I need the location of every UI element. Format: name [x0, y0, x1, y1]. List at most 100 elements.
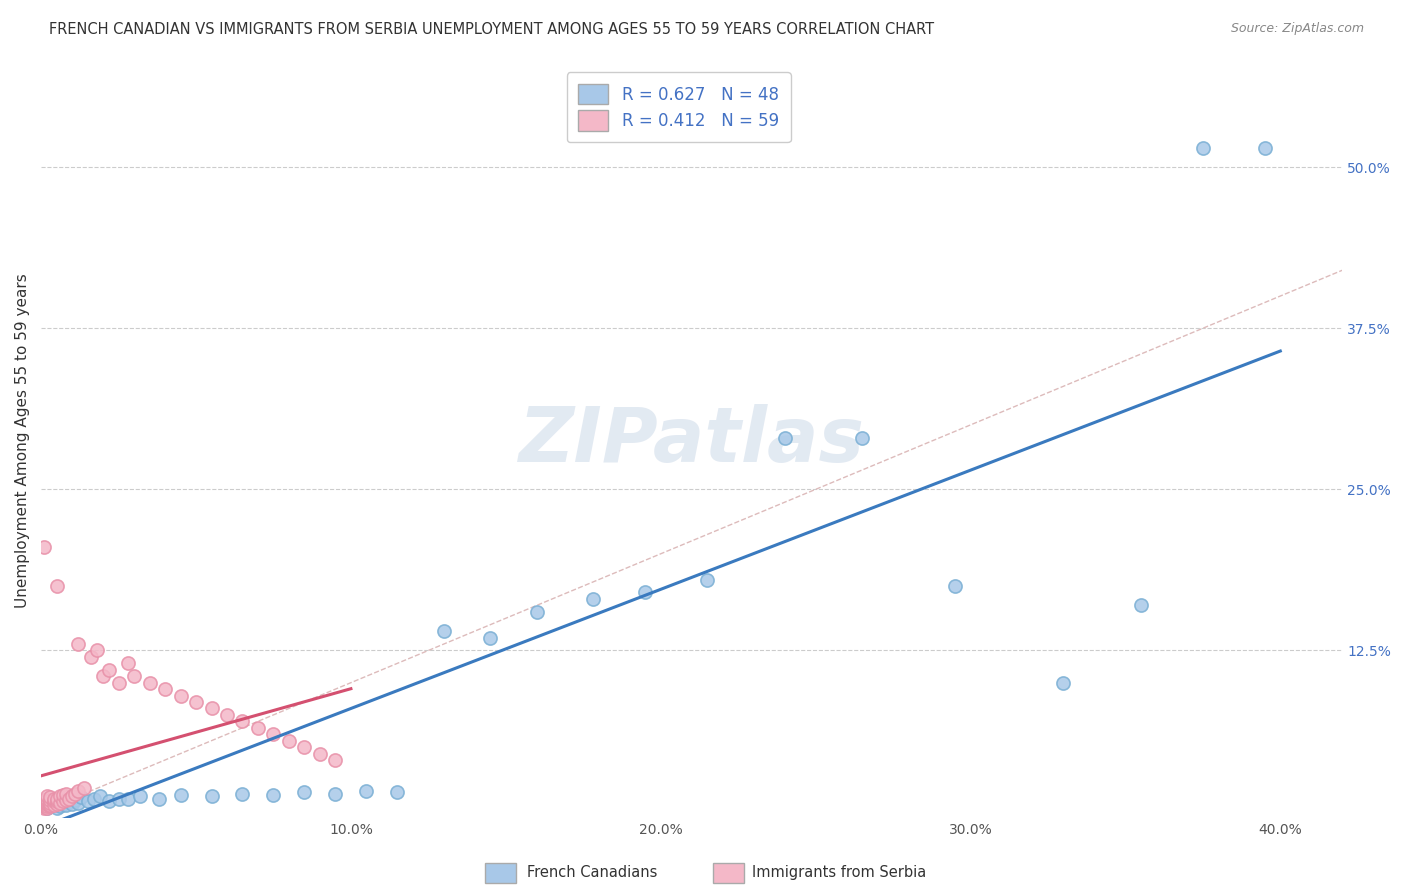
- Point: [943, 579, 966, 593]
- Point: [37, 794, 59, 808]
- Point: [98, 663, 121, 677]
- Point: [39, 799, 62, 814]
- Point: [45, 797, 67, 811]
- Point: [83, 791, 105, 805]
- Point: [148, 791, 170, 805]
- Point: [52, 788, 75, 802]
- Text: ZIPatlas: ZIPatlas: [519, 404, 865, 478]
- Point: [773, 431, 796, 445]
- Point: [70, 790, 93, 805]
- Point: [39, 798, 62, 813]
- Point: [851, 431, 873, 445]
- Point: [387, 785, 409, 799]
- Point: [48, 799, 70, 814]
- Legend: R = 0.627   N = 48, R = 0.412   N = 59: R = 0.627 N = 48, R = 0.412 N = 59: [567, 72, 790, 142]
- Point: [215, 707, 238, 722]
- Point: [32, 799, 55, 814]
- Point: [45, 794, 67, 808]
- Point: [42, 798, 65, 813]
- Point: [184, 695, 207, 709]
- Point: [58, 791, 80, 805]
- Point: [42, 798, 65, 813]
- Point: [32, 799, 55, 814]
- Point: [42, 793, 65, 807]
- Point: [39, 793, 62, 807]
- Point: [45, 796, 67, 810]
- Point: [91, 669, 114, 683]
- Point: [45, 791, 67, 805]
- Text: Immigrants from Serbia: Immigrants from Serbia: [752, 865, 927, 880]
- Point: [32, 796, 55, 810]
- Point: [37, 791, 59, 805]
- Point: [45, 800, 67, 814]
- Point: [696, 573, 718, 587]
- Point: [48, 796, 70, 810]
- Point: [138, 675, 160, 690]
- Point: [55, 798, 77, 813]
- Point: [1052, 675, 1074, 690]
- Point: [55, 793, 77, 807]
- Point: [634, 585, 657, 599]
- Point: [294, 785, 316, 799]
- Point: [32, 794, 55, 808]
- Point: [200, 789, 222, 803]
- Point: [39, 790, 62, 805]
- Point: [200, 701, 222, 715]
- Point: [32, 541, 55, 555]
- Point: [52, 791, 75, 805]
- Point: [67, 637, 90, 651]
- Point: [122, 669, 145, 683]
- Point: [73, 781, 96, 796]
- Point: [60, 797, 83, 811]
- Point: [76, 794, 98, 808]
- Text: Source: ZipAtlas.com: Source: ZipAtlas.com: [1230, 22, 1364, 36]
- Point: [325, 753, 347, 767]
- Point: [67, 784, 90, 798]
- Point: [117, 791, 139, 805]
- Point: [107, 675, 129, 690]
- Text: French Canadians: French Canadians: [527, 865, 658, 880]
- Point: [32, 798, 55, 813]
- Point: [479, 631, 502, 645]
- Point: [153, 682, 176, 697]
- Point: [98, 794, 121, 808]
- Point: [60, 789, 83, 803]
- Point: [89, 789, 111, 803]
- Point: [37, 796, 59, 810]
- Point: [37, 799, 59, 814]
- Point: [433, 624, 456, 639]
- Point: [58, 794, 80, 808]
- Point: [45, 579, 67, 593]
- Y-axis label: Unemployment Among Ages 55 to 59 years: Unemployment Among Ages 55 to 59 years: [15, 274, 30, 608]
- Point: [32, 794, 55, 808]
- Point: [1192, 141, 1215, 155]
- Point: [231, 787, 253, 801]
- Point: [37, 791, 59, 805]
- Point: [129, 789, 152, 803]
- Point: [526, 605, 548, 619]
- Point: [52, 794, 75, 808]
- Point: [52, 797, 75, 811]
- Point: [32, 798, 55, 813]
- Point: [356, 784, 378, 798]
- Point: [294, 740, 316, 755]
- Point: [325, 787, 347, 801]
- Point: [39, 796, 62, 810]
- Point: [309, 747, 332, 761]
- Point: [63, 793, 86, 807]
- Point: [63, 787, 86, 801]
- Point: [37, 800, 59, 814]
- Point: [278, 733, 301, 747]
- Point: [39, 799, 62, 814]
- Point: [32, 797, 55, 811]
- Point: [262, 788, 284, 802]
- Point: [1129, 599, 1152, 613]
- Point: [79, 649, 101, 664]
- Point: [117, 657, 139, 671]
- Point: [55, 787, 77, 801]
- Point: [37, 797, 59, 811]
- Point: [32, 797, 55, 811]
- Point: [37, 789, 59, 803]
- Point: [107, 791, 129, 805]
- Point: [169, 788, 191, 802]
